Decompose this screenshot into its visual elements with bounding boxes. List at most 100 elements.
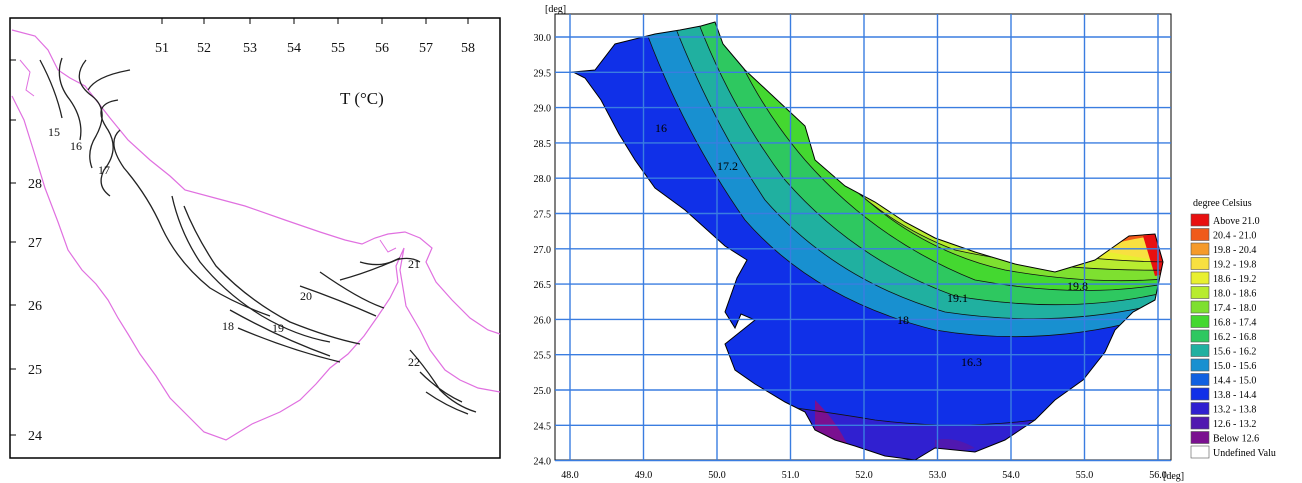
legend-swatch bbox=[1190, 242, 1210, 256]
x-tick-label: 53.0 bbox=[929, 470, 947, 481]
legend-label: 13.2 - 13.8 bbox=[1213, 405, 1256, 416]
left-coastline-detail bbox=[19, 59, 397, 253]
y-tick-label: 29.5 bbox=[534, 68, 552, 79]
left-lon-tick: 53 bbox=[243, 41, 257, 56]
left-lon-tick: 55 bbox=[331, 41, 345, 56]
left-lon-ticks: 51 52 53 54 55 56 57 58 bbox=[155, 41, 475, 56]
legend-label: 17.4 - 18.0 bbox=[1213, 303, 1256, 314]
contour-label: 21 bbox=[408, 257, 420, 271]
right-axis-unit-top: [deg] bbox=[545, 4, 566, 15]
legend-label: 14.4 - 15.0 bbox=[1213, 376, 1256, 387]
legend-label: Above 21.0 bbox=[1213, 216, 1260, 227]
y-tick-label: 26.5 bbox=[534, 280, 552, 291]
left-lat-tick: 27 bbox=[28, 236, 42, 251]
left-lon-tick: 52 bbox=[197, 41, 211, 56]
contour-label: 15 bbox=[48, 125, 60, 139]
left-contours bbox=[39, 57, 477, 415]
x-tick-label: 54.0 bbox=[1002, 470, 1020, 481]
contour-label: 20 bbox=[300, 289, 312, 303]
legend-swatch bbox=[1190, 416, 1210, 430]
right-grid bbox=[555, 14, 1171, 462]
contour-label: 17 bbox=[98, 163, 110, 177]
legend-swatch bbox=[1190, 213, 1210, 227]
right-axis-unit-right: [deg] bbox=[1163, 471, 1184, 482]
y-tick-label: 29.0 bbox=[534, 104, 552, 115]
y-tick-label: 28.5 bbox=[534, 139, 552, 150]
legend-swatch bbox=[1190, 329, 1210, 343]
left-lon-tick: 51 bbox=[155, 41, 169, 56]
x-tick-label: 50.0 bbox=[708, 470, 726, 481]
legend-label: 20.4 - 21.0 bbox=[1213, 231, 1256, 242]
left-lat-tick: 25 bbox=[28, 363, 42, 378]
right-y-ticks: 30.0 29.5 29.0 28.5 28.0 27.5 27.0 26.5 26.0 25.5… bbox=[534, 33, 552, 468]
y-tick-label: 24.5 bbox=[534, 421, 552, 432]
legend-swatch bbox=[1190, 315, 1210, 328]
left-lon-tick: 58 bbox=[461, 41, 475, 56]
legend-label: 13.8 - 14.4 bbox=[1213, 390, 1256, 401]
legend-label: 19.2 - 19.8 bbox=[1213, 260, 1256, 271]
left-map-frame bbox=[9, 17, 501, 459]
contour-label: 22 bbox=[408, 355, 420, 369]
left-lat-tick: 26 bbox=[28, 299, 42, 314]
left-map-title: T (°C) bbox=[340, 89, 384, 108]
contour-label: 19 bbox=[272, 321, 284, 335]
legend-label: 18.6 - 19.2 bbox=[1213, 274, 1256, 285]
legend-swatch bbox=[1190, 300, 1210, 314]
left-contour-labels: 15 16 17 18 19 20 21 22 bbox=[48, 125, 420, 369]
legend-label: 16.2 - 16.8 bbox=[1213, 332, 1256, 343]
legend-swatch bbox=[1190, 431, 1210, 444]
y-tick-label: 24.0 bbox=[534, 457, 552, 468]
legend-swatch bbox=[1190, 358, 1210, 372]
x-tick-label: 49.0 bbox=[635, 470, 653, 481]
legend-swatch bbox=[1190, 228, 1210, 241]
legend-label: 15.6 - 16.2 bbox=[1213, 347, 1256, 358]
right-filled-contour-map: 48.0 49.0 50.0 51.0 52.0 53.0 54.0 55.0 56.0 30.… bbox=[534, 4, 1276, 482]
y-tick-label: 26.0 bbox=[534, 315, 552, 326]
y-tick-label: 27.5 bbox=[534, 210, 552, 221]
legend-swatch bbox=[1190, 286, 1210, 299]
legend-label: Below 12.6 bbox=[1213, 434, 1259, 445]
legend-label: 16.8 - 17.4 bbox=[1213, 318, 1256, 329]
contour-label: 18 bbox=[222, 319, 234, 333]
left-lat-tick: 28 bbox=[28, 177, 42, 192]
x-tick-label: 56.0 bbox=[1149, 470, 1167, 481]
contour-label: 18 bbox=[897, 313, 909, 327]
left-tick-marks bbox=[10, 18, 469, 436]
x-tick-label: 51.0 bbox=[782, 470, 800, 481]
contour-label: 16 bbox=[655, 121, 667, 135]
x-tick-label: 48.0 bbox=[561, 470, 579, 481]
left-lon-tick: 57 bbox=[419, 41, 433, 56]
x-tick-label: 55.0 bbox=[1076, 470, 1094, 481]
left-lat-tick: 24 bbox=[28, 429, 42, 444]
left-coastline bbox=[11, 29, 501, 441]
legend-label: 19.8 - 20.4 bbox=[1213, 245, 1256, 256]
contour-label: 16 bbox=[70, 139, 82, 153]
contour-label: 16.3 bbox=[961, 355, 982, 369]
legend-swatch bbox=[1190, 402, 1210, 415]
legend-label: 15.0 - 15.6 bbox=[1213, 361, 1256, 372]
y-tick-label: 25.0 bbox=[534, 386, 552, 397]
y-tick-label: 27.0 bbox=[534, 245, 552, 256]
left-lat-ticks: 28 27 26 25 24 bbox=[28, 177, 42, 444]
y-tick-label: 28.0 bbox=[534, 174, 552, 185]
legend-swatch bbox=[1190, 344, 1210, 357]
legend-label: Undefined Valu bbox=[1213, 448, 1276, 459]
legend-label: 18.0 - 18.6 bbox=[1213, 289, 1256, 300]
contour-label: 19.8 bbox=[1067, 279, 1088, 293]
contour-label: 17.2 bbox=[717, 159, 738, 173]
left-lon-tick: 56 bbox=[375, 41, 389, 56]
legend-swatch bbox=[1190, 271, 1210, 285]
legend-title: degree Celsius bbox=[1193, 198, 1252, 209]
legend: degree Celsius Above 21.0 20.4 - 21.0 19.8… bbox=[1190, 198, 1276, 459]
legend-swatch bbox=[1190, 445, 1210, 459]
legend-label: 12.6 - 13.2 bbox=[1213, 419, 1256, 430]
y-tick-label: 30.0 bbox=[534, 33, 552, 44]
contour-label: 19.1 bbox=[947, 291, 968, 305]
right-x-ticks: 48.0 49.0 50.0 51.0 52.0 53.0 54.0 55.0 56.0 bbox=[561, 470, 1167, 481]
left-lon-tick: 54 bbox=[287, 41, 301, 56]
right-contour-labels: 16 17.2 19.1 19.8 18 16.3 bbox=[655, 121, 1088, 369]
legend-swatch bbox=[1190, 257, 1210, 270]
x-tick-label: 52.0 bbox=[855, 470, 873, 481]
left-contour-map: 51 52 53 54 55 56 57 58 28 27 26 25 24 T… bbox=[9, 17, 501, 459]
y-tick-label: 25.5 bbox=[534, 351, 552, 362]
